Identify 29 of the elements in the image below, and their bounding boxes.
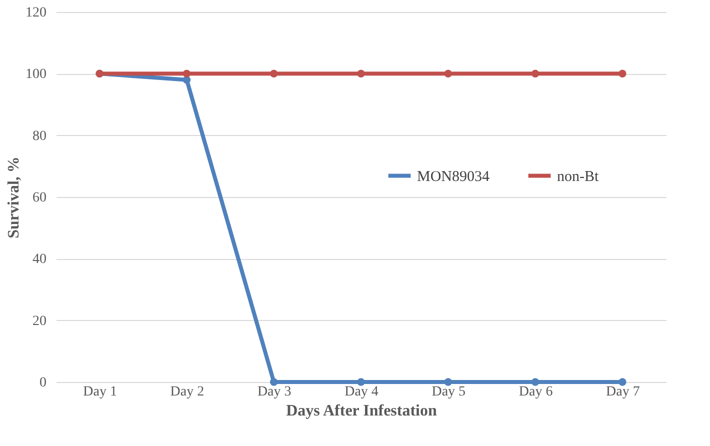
y-tick-label: 20 [32, 314, 46, 329]
x-tick-label: Day 5 [432, 384, 466, 400]
point [531, 378, 540, 386]
point [270, 70, 278, 78]
x-axis-title: Days After Infestation [286, 402, 437, 420]
y-tick-label: 0 [40, 376, 46, 390]
y-tick-label: 60 [32, 190, 46, 206]
y-tick-label: 100 [26, 67, 46, 82]
x-tick-label: Day 7 [606, 384, 640, 400]
x-tick-label: Day 1 [83, 384, 117, 400]
y-tick-label: 80 [32, 128, 46, 144]
point [270, 378, 278, 386]
y-axis-title: Survival, % [6, 156, 22, 238]
point [618, 378, 626, 386]
point [357, 378, 365, 386]
x-tick-label: Day 4 [344, 384, 378, 400]
x-tick-label: Day 3 [257, 384, 292, 400]
y-tick-label: 120 [26, 6, 46, 20]
point [444, 378, 452, 386]
point [531, 70, 540, 78]
x-tick-label: Day 2 [170, 384, 204, 400]
x-tick-label: Day 6 [518, 384, 553, 400]
point [618, 70, 626, 78]
point [357, 70, 365, 78]
y-tick-label: 40 [32, 252, 46, 268]
legend-label: non-Bt [557, 168, 600, 185]
point [182, 70, 191, 78]
legend-label: MON89034 [417, 168, 490, 185]
point [444, 70, 452, 78]
